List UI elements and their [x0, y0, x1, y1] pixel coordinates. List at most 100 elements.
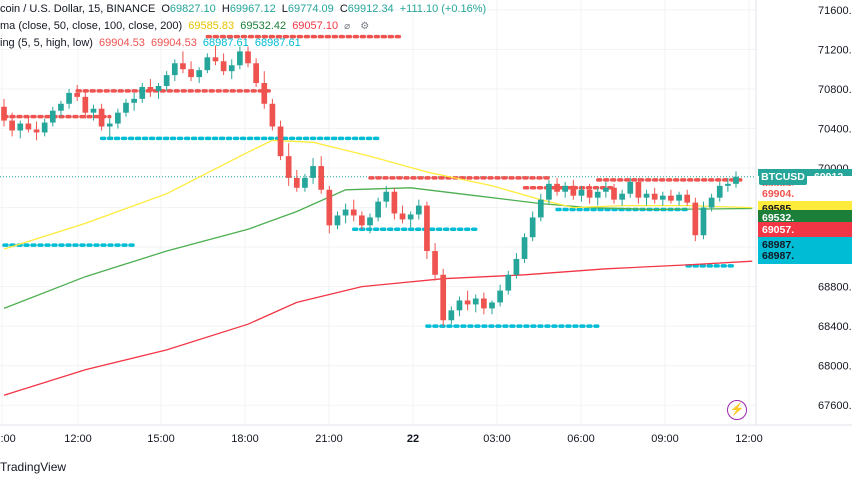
- candle-body: [505, 274, 512, 291]
- x-tick-label: 22: [407, 433, 419, 445]
- legend-fractal-v4: 68987.61: [254, 37, 301, 49]
- ma100-line: [3, 187, 753, 310]
- legend-ma50-value: 69585.83: [188, 20, 235, 32]
- candle-body: [594, 191, 601, 198]
- candle-body: [375, 201, 381, 218]
- candle-body: [521, 237, 528, 259]
- candle: [643, 189, 650, 206]
- legend-high-value: 69967.12: [229, 3, 276, 15]
- candle: [277, 120, 284, 161]
- candle: [66, 88, 72, 109]
- candle: [594, 187, 601, 206]
- candle-body: [415, 205, 422, 215]
- candle: [285, 143, 292, 186]
- candle: [163, 71, 170, 91]
- candle: [659, 191, 666, 206]
- candle-body: [611, 187, 617, 200]
- candle-body: [196, 70, 203, 78]
- candle: [562, 181, 569, 198]
- candle: [668, 189, 674, 204]
- hide-indicator-icon[interactable]: ⌀: [344, 21, 351, 32]
- legend-fractal-name: ing (5, 5, high, low): [0, 37, 93, 49]
- candle-body: [489, 302, 495, 309]
- candle: [33, 121, 40, 141]
- candle: [570, 179, 577, 200]
- candle: [318, 156, 325, 194]
- candle-body: [237, 51, 243, 66]
- candle: [41, 118, 48, 137]
- candle: [391, 187, 398, 220]
- legend-low-label: L: [281, 3, 288, 15]
- settings-icon[interactable]: ⚙: [360, 21, 370, 32]
- candle-body: [627, 181, 634, 194]
- candle: [700, 201, 707, 240]
- candle: [155, 83, 162, 99]
- replay-bolt-icon[interactable]: ⚡: [727, 400, 747, 420]
- candle-body: [367, 217, 373, 226]
- candle: [432, 243, 438, 281]
- candle-body: [41, 122, 48, 133]
- candle: [367, 213, 373, 234]
- candle: [521, 233, 528, 263]
- candle: [228, 59, 235, 80]
- candle: [350, 199, 357, 222]
- candle: [375, 197, 381, 222]
- candle-body: [90, 108, 97, 113]
- legend-ma100-value: 69532.42: [240, 20, 287, 32]
- candle: [676, 191, 682, 206]
- x-tick-label: 18:00: [231, 433, 259, 445]
- candle: [578, 185, 585, 202]
- candle: [261, 71, 268, 109]
- candle-body: [432, 251, 438, 275]
- candle: [326, 185, 333, 234]
- candle-body: [163, 75, 170, 86]
- candle: [49, 106, 56, 127]
- candle: [383, 185, 390, 208]
- x-tick-label: 12:00: [735, 433, 763, 445]
- tradingview-logo[interactable]: TradingView: [0, 460, 66, 474]
- x-tick-label: 09:00: [651, 433, 679, 445]
- candle: [692, 197, 699, 242]
- candle: [106, 118, 113, 139]
- candle: [123, 98, 129, 117]
- candle: [245, 46, 251, 68]
- candle: [9, 112, 15, 137]
- candle-body: [440, 274, 447, 321]
- price-tag: 68987.: [758, 247, 852, 264]
- price-tag: 69904.: [758, 186, 852, 203]
- candle-body: [659, 195, 666, 200]
- legend-fractal-v1: 69904.53: [99, 37, 145, 49]
- x-tick-label: 03:00: [483, 433, 511, 445]
- candle: [188, 61, 194, 82]
- candle: [529, 211, 536, 242]
- candle-body: [546, 183, 552, 200]
- candle-body: [139, 86, 146, 99]
- candle-body: [497, 290, 503, 303]
- candle-body: [651, 193, 658, 200]
- candle-body: [700, 207, 707, 236]
- legend-ma-name: ma (close, 50, close, 100, close, 200): [0, 20, 183, 32]
- y-tick-label: 70800.: [818, 84, 852, 96]
- candle: [220, 53, 227, 76]
- candle-body: [464, 300, 471, 305]
- candle-body: [603, 187, 609, 192]
- candle: [212, 45, 219, 66]
- candle-body: [220, 61, 227, 72]
- candle: [204, 53, 211, 74]
- candle-body: [25, 123, 32, 130]
- candle: [74, 85, 81, 101]
- legend-open-label: O: [161, 3, 170, 15]
- candle-body: [407, 214, 414, 220]
- candle: [733, 171, 739, 188]
- candle: [98, 103, 105, 131]
- candle: [472, 294, 479, 313]
- x-tick-label: 09:00: [0, 433, 16, 445]
- candle-body: [448, 310, 455, 321]
- candle-body: [82, 96, 89, 113]
- candle-body: [562, 185, 569, 192]
- candle-body: [391, 191, 398, 214]
- candle: [25, 116, 32, 133]
- candle-body: [708, 197, 715, 208]
- candle: [505, 270, 512, 295]
